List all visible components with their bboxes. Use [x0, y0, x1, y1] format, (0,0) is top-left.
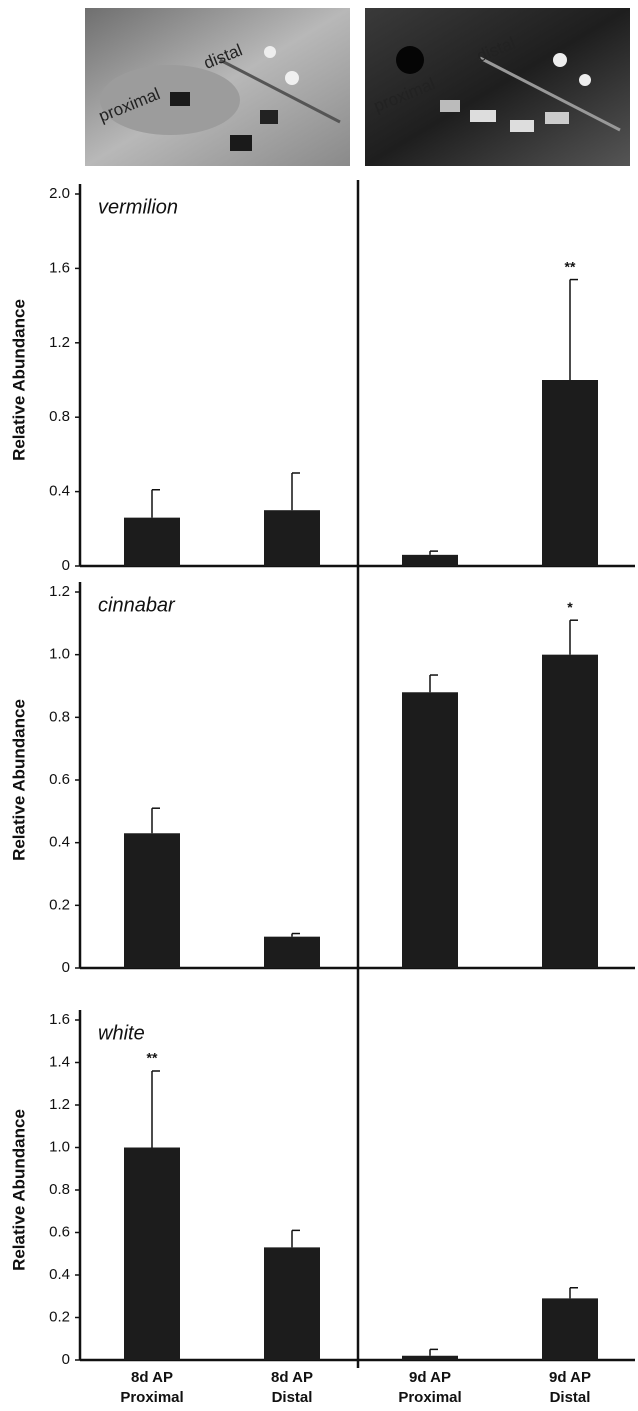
bar [124, 517, 180, 566]
y-tick-label: 0.2 [49, 896, 70, 913]
x-tick-label: 9d AP [549, 1369, 591, 1386]
y-tick-label: 0 [62, 959, 70, 976]
x-tick-label: Proximal [398, 1389, 461, 1406]
y-tick-label: 1.2 [49, 583, 70, 600]
y-tick-label: 2.0 [49, 185, 70, 202]
y-tick-label: 1.6 [49, 259, 70, 276]
y-tick-label: 1.6 [49, 1011, 70, 1028]
bar [402, 1355, 458, 1360]
y-tick-label: 0.8 [49, 708, 70, 725]
y-axis-label: Relative Abundance [9, 299, 28, 461]
bar [124, 1147, 180, 1360]
y-tick-label: 1.2 [49, 1096, 70, 1113]
photo-left: proximal distal [85, 8, 350, 166]
bar [402, 554, 458, 566]
significance: ** [565, 258, 576, 274]
y-tick-label: 0 [62, 1351, 70, 1368]
x-tick-label: 9d AP [409, 1369, 451, 1386]
bar [402, 692, 458, 968]
y-tick-label: 0.4 [49, 483, 70, 500]
y-tick-label: 0.2 [49, 1308, 70, 1325]
bar [542, 380, 598, 566]
photo-right: proximal distal [365, 8, 630, 166]
significance: * [567, 599, 573, 615]
bar [264, 510, 320, 566]
significance: ** [147, 1050, 158, 1066]
y-tick-label: 0.6 [49, 771, 70, 788]
y-tick-label: 1.2 [49, 334, 70, 351]
bar [264, 1247, 320, 1360]
y-tick-label: 0.4 [49, 1266, 70, 1283]
y-tick-label: 0 [62, 557, 70, 574]
x-tick-label: Distal [272, 1389, 313, 1406]
y-tick-label: 0.8 [49, 408, 70, 425]
chart-title: vermilion [98, 196, 178, 218]
bar [542, 654, 598, 968]
chart-title: cinnabar [98, 594, 176, 616]
x-tick-label: Distal [550, 1389, 591, 1406]
bar [264, 936, 320, 968]
bar [124, 833, 180, 968]
x-tick-label: Proximal [120, 1389, 183, 1406]
y-tick-label: 0.4 [49, 834, 70, 851]
x-tick-label: 8d AP [271, 1369, 313, 1386]
y-tick-label: 1.4 [49, 1053, 70, 1070]
y-axis-label: Relative Abundance [9, 699, 28, 861]
y-tick-label: 0.6 [49, 1223, 70, 1240]
x-tick-label: 8d AP [131, 1369, 173, 1386]
y-tick-label: 0.8 [49, 1181, 70, 1198]
bar [542, 1298, 598, 1360]
y-axis-label: Relative Abundance [9, 1109, 28, 1271]
y-tick-label: 1.0 [49, 646, 70, 663]
chart-title: white [98, 1022, 145, 1044]
y-tick-label: 1.0 [49, 1138, 70, 1155]
